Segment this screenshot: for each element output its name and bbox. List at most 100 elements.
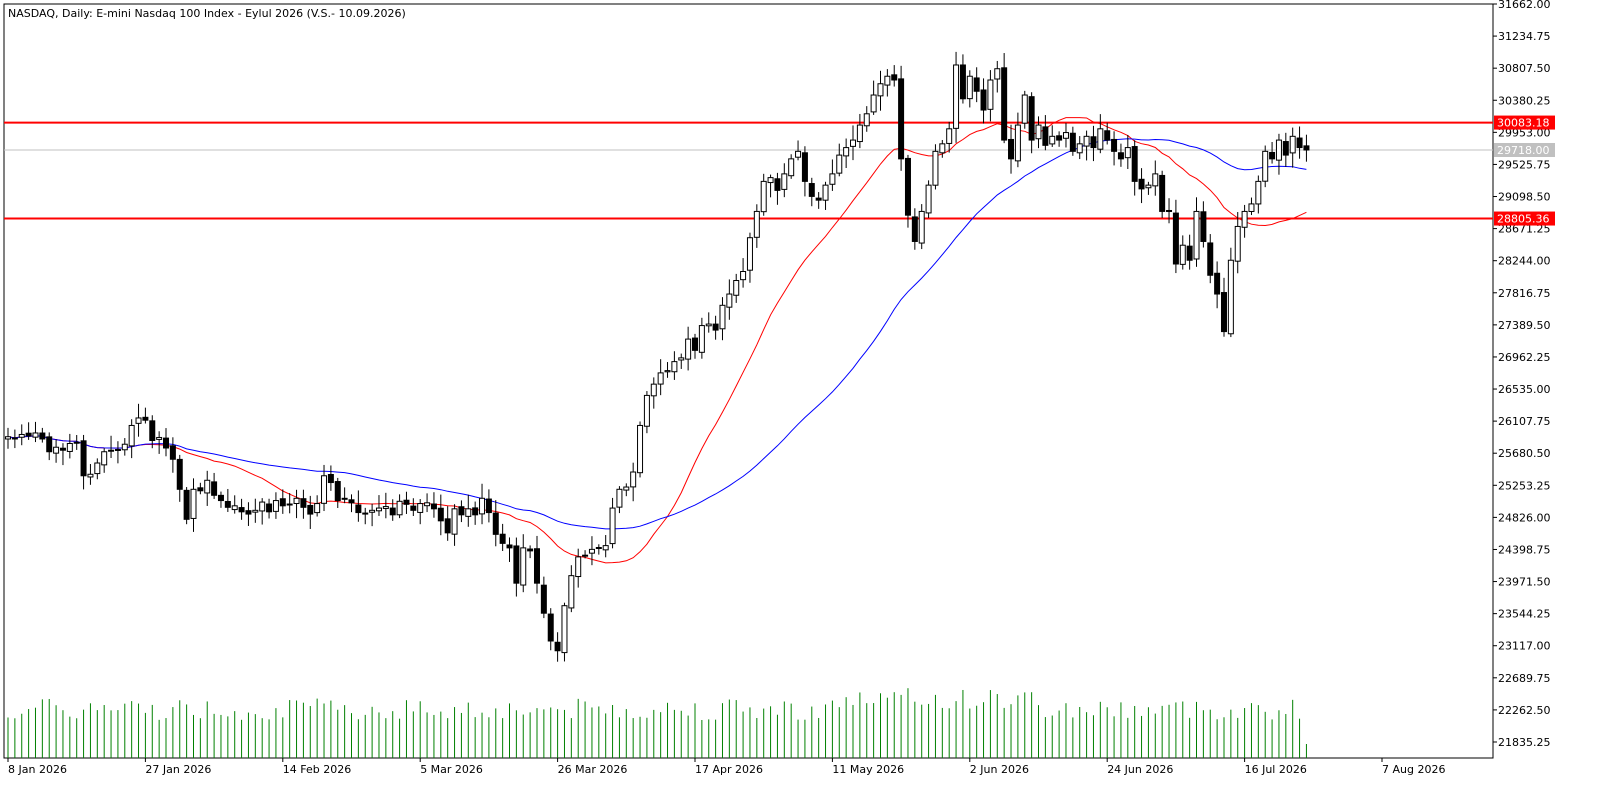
candle-body [733, 280, 740, 296]
x-tick-label: 2 Jun 2026 [970, 763, 1029, 776]
candle-body [884, 75, 891, 86]
candle-body [1172, 212, 1179, 265]
candle-body [1193, 210, 1200, 260]
candle-body [1296, 137, 1303, 149]
x-tick-label: 24 Jun 2026 [1107, 763, 1173, 776]
candle-body [561, 605, 568, 654]
candle-body [1104, 130, 1111, 141]
candle-body [1090, 136, 1097, 149]
candle-body [410, 505, 417, 511]
candle-body [1111, 138, 1118, 152]
candle-body [1145, 184, 1152, 189]
candle-body [444, 518, 451, 534]
candle-body [403, 499, 410, 505]
candle-body [156, 436, 163, 440]
candle-body [479, 497, 486, 515]
candle-body [163, 437, 170, 449]
price-badge-label: 29718.00 [1497, 144, 1550, 157]
candle-body [1248, 203, 1255, 212]
candle-body [1241, 210, 1248, 228]
candle-body [128, 424, 135, 447]
y-tick-label: 21835.25 [1498, 736, 1551, 749]
x-tick-label: 14 Feb 2026 [283, 763, 351, 776]
candle-body [197, 487, 204, 492]
candle-body [973, 77, 980, 92]
candle-body [966, 75, 973, 100]
candle-body [430, 503, 437, 510]
candle-body [321, 475, 328, 504]
candle-body [918, 210, 925, 244]
candle-body [1028, 96, 1035, 141]
candle-body [1152, 173, 1159, 187]
candle-body [575, 556, 582, 578]
candle-body [767, 177, 774, 184]
price-badges: 30083.18 29718.00 28805.36 [1494, 115, 1555, 226]
candle-body [740, 271, 747, 281]
candle-body [279, 498, 286, 507]
candle-body [664, 370, 671, 373]
chart-title: NASDAQ, Daily: E-mini Nasdaq 100 Index -… [8, 7, 406, 20]
y-tick-label: 28244.00 [1498, 255, 1551, 268]
candle-body [959, 64, 966, 100]
candle-body [238, 507, 245, 513]
candle-body [987, 79, 994, 110]
y-tick-label: 22689.75 [1498, 672, 1551, 685]
candle-body [1220, 292, 1227, 333]
y-tick-label: 26107.75 [1498, 415, 1551, 428]
x-tick-label: 7 Aug 2026 [1382, 763, 1445, 776]
candle-body [307, 504, 314, 515]
y-tick-label: 31662.00 [1498, 0, 1551, 11]
y-tick-label: 28671.25 [1498, 223, 1551, 236]
candle-body [650, 383, 657, 397]
candle-body [190, 488, 197, 519]
y-tick-label: 25253.25 [1498, 479, 1551, 492]
candle-body [1289, 135, 1296, 154]
candle-body [671, 361, 678, 373]
candle-body [231, 505, 238, 511]
candle-body [760, 180, 767, 213]
candle-body [458, 506, 465, 516]
candle-body [176, 458, 183, 490]
candle-body [712, 323, 719, 331]
candle-body [904, 157, 911, 216]
candle-body [224, 500, 231, 508]
candle-body [1131, 146, 1138, 182]
candle-body [183, 489, 190, 520]
candle-body [925, 184, 932, 214]
x-tick-label: 5 Mar 2026 [420, 763, 483, 776]
candle-body [1303, 145, 1310, 151]
candle-body [1200, 211, 1207, 242]
candle-body [643, 394, 650, 427]
candle-body [327, 474, 334, 484]
candle-body [149, 420, 156, 441]
candle-body [801, 152, 808, 182]
candle-body [18, 433, 25, 438]
candle-body [547, 613, 554, 642]
candle-body [39, 432, 46, 440]
candle-body [1062, 132, 1069, 139]
candle-body [1269, 151, 1276, 160]
candle-body [1166, 209, 1173, 212]
candle-body [334, 481, 341, 502]
y-tick-label: 24826.00 [1498, 511, 1551, 524]
price-badge-label: 30083.18 [1497, 117, 1550, 130]
x-axis: 8 Jan 2026 27 Jan 2026 14 Feb 2026 5 Mar 20… [7, 758, 1445, 776]
candle-body [80, 440, 87, 477]
candle-body [630, 471, 637, 488]
candle-body [898, 78, 905, 160]
candle-body [396, 500, 403, 516]
candle-body [499, 533, 506, 544]
candle-body [911, 216, 918, 242]
candle-body [616, 488, 623, 508]
candle-body [492, 512, 499, 535]
x-tick-label: 26 Mar 2026 [558, 763, 628, 776]
candle-body [678, 357, 685, 361]
candle-body [73, 441, 80, 444]
candle-body [135, 417, 142, 424]
y-tick-label: 24398.75 [1498, 543, 1551, 556]
candle-body [595, 547, 602, 550]
y-tick-label: 29953.00 [1498, 126, 1551, 139]
y-tick-label: 23117.00 [1498, 640, 1551, 653]
y-tick-label: 22262.50 [1498, 704, 1551, 717]
